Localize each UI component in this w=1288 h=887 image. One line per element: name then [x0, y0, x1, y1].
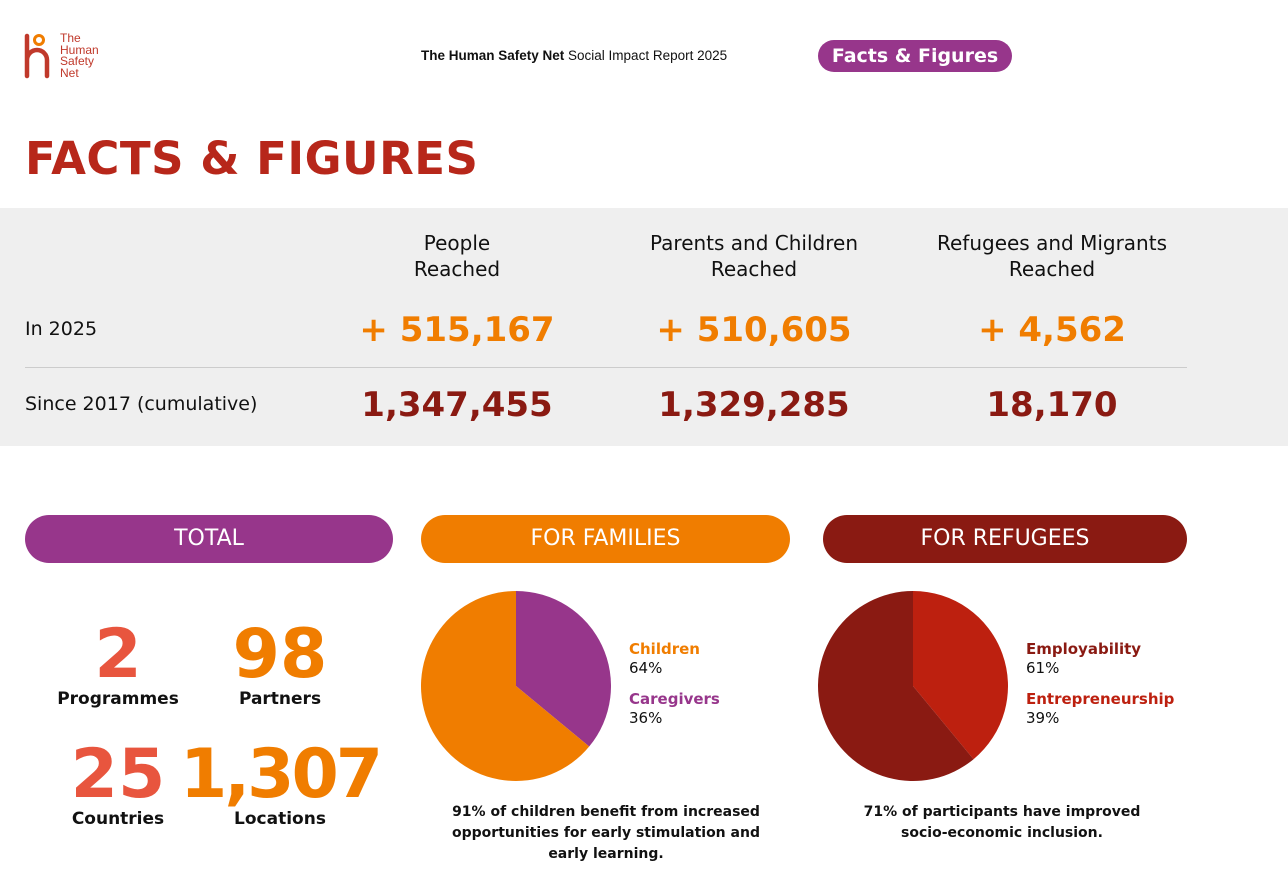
stat-locations-value: 1,307 [180, 735, 383, 814]
row-label-cumulative: Since 2017 (cumulative) [25, 393, 258, 415]
legend-entrepreneurship-label: Entrepreneurship [1026, 690, 1175, 708]
page-title: FACTS & FIGURES [25, 132, 479, 185]
value-refugees-2025: + 4,562 [978, 310, 1126, 350]
value-people-cumulative: 1,347,455 [361, 385, 553, 425]
families-caption: 91% of children benefit from increased o… [426, 802, 786, 865]
families-pie-chart [421, 591, 611, 781]
logo-icon [24, 33, 50, 79]
refugees-caption: 71% of participants have improved socio-… [822, 802, 1182, 844]
legend-employability-label: Employability [1026, 640, 1142, 658]
stat-countries-value: 25 [70, 735, 166, 814]
header-line: People [423, 231, 491, 255]
report-title: The Human Safety Net Social Impact Repor… [421, 48, 727, 63]
legend-children-value: 64% [629, 659, 663, 677]
value-refugees-cumulative: 18,170 [986, 385, 1118, 425]
value-families-2025: + 510,605 [656, 310, 852, 350]
header-line: Parents and Children [650, 231, 858, 255]
stat-partners-label: Partners [238, 689, 322, 709]
logo-line: Human [60, 42, 99, 57]
column-header-people: People Reached [327, 230, 587, 282]
legend-caregivers-value: 36% [629, 709, 663, 727]
refugees-pie-chart [818, 591, 1008, 781]
header-line: Refugees and Migrants [936, 231, 1167, 255]
pie-slice-entrepreneurship [913, 591, 1008, 760]
stat-partners-value: 98 [232, 615, 328, 694]
legend-employability-value: 61% [1026, 659, 1060, 677]
legend-children-label: Children [629, 640, 700, 658]
header-line: Reached [710, 257, 798, 281]
legend-entrepreneurship-value: 39% [1026, 709, 1060, 727]
logo-line: The [60, 31, 81, 45]
families-pill: FOR FAMILIES [421, 515, 790, 563]
caption-line: socio-economic inclusion. [901, 825, 1103, 841]
logo-text: The Human Safety Net [60, 31, 99, 80]
stat-programmes-value: 2 [94, 615, 142, 694]
stat-locations-label: Locations [234, 809, 326, 829]
report-title-bold: The Human Safety Net [421, 48, 565, 63]
report-title-rest: Social Impact Report 2025 [564, 48, 728, 63]
total-pill: TOTAL [25, 515, 393, 563]
pie-slice-caregivers [516, 591, 611, 747]
divider [25, 367, 1187, 368]
header-line: Reached [413, 257, 501, 281]
section-badge: Facts & Figures [818, 40, 1012, 72]
refugees-legend: Employability 61% Entrepreneurship 39% [1026, 640, 1174, 728]
row-label-2025: In 2025 [25, 318, 98, 340]
stat-programmes-label: Programmes [57, 689, 179, 709]
caption-line: 71% of participants have improved [863, 804, 1141, 820]
caption-line: early learning. [548, 846, 664, 862]
logo-line: Safety [60, 54, 95, 68]
legend-caregivers-label: Caregivers [629, 690, 720, 708]
summary-band [0, 208, 1288, 446]
logo-line: Net [60, 65, 79, 80]
column-header-refugees: Refugees and Migrants Reached [922, 230, 1182, 282]
column-header-families: Parents and Children Reached [624, 230, 884, 282]
header-line: Reached [1008, 257, 1096, 281]
caption-line: opportunities for early stimulation and [452, 825, 760, 841]
pie-slice-employability [818, 591, 974, 781]
refugees-pill: FOR REFUGEES [823, 515, 1187, 563]
caption-line: 91% of children benefit from increased [452, 804, 760, 820]
value-people-2025: + 515,167 [359, 310, 555, 350]
families-legend: Children 64% Caregivers 36% [629, 640, 720, 728]
pie-slice-children [421, 591, 590, 781]
value-families-cumulative: 1,329,285 [658, 385, 850, 425]
stat-countries-label: Countries [71, 809, 165, 829]
